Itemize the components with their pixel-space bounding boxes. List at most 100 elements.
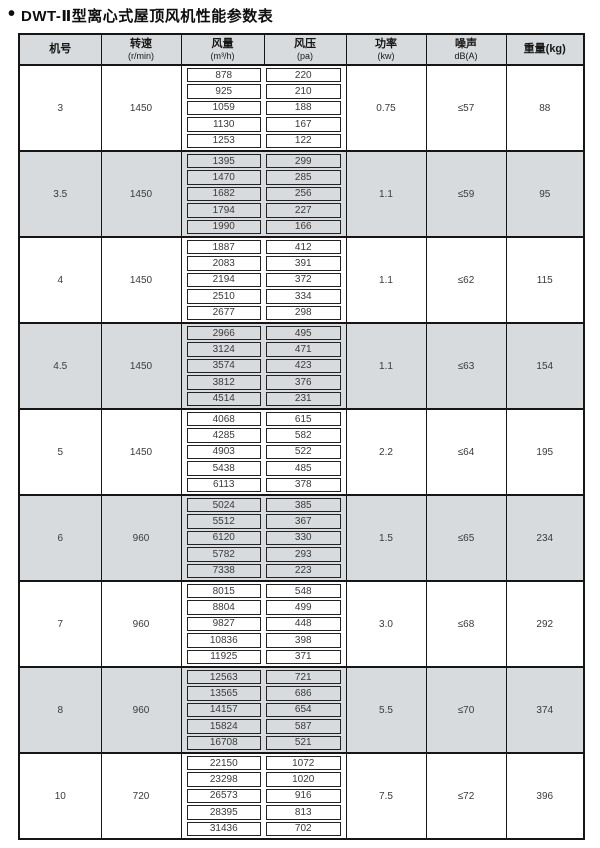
- table-title: • DWT-Ⅱ型离心式屋顶风机性能参数表: [8, 2, 600, 26]
- pressure-cell: 378: [266, 477, 341, 492]
- flow-pressure-subrow: 2966 495: [186, 326, 341, 341]
- flow-cell: 6113: [186, 477, 261, 492]
- flow-pressure-subrow: 1794 227: [186, 203, 341, 218]
- flow-pressure-subrow: 8804 499: [186, 600, 341, 615]
- flow-cell: 5782: [186, 547, 261, 562]
- flow-pressure-subrow: 2083 391: [186, 256, 341, 271]
- flow-pressure-subtable: 5024 385 5512 367 6120 330 5782 293 7338 223: [182, 496, 346, 580]
- col-header-power: 功率 (kw): [345, 33, 427, 66]
- flow-pressure-subrow: 7338 223: [186, 563, 341, 578]
- flow-cell: 4514: [186, 391, 261, 406]
- flow-pressure-region: 12563 721 13565 686 14157 654 15824 587 16708 521: [180, 666, 347, 754]
- flow-cell: 10836: [186, 633, 261, 648]
- flow-cell: 4068: [186, 412, 261, 427]
- weight-cell: 292: [505, 580, 585, 668]
- flow-pressure-subrow: 1059 188: [186, 100, 341, 116]
- flow-pressure-subtable: 1395 299 1470 285 1682 256 1794 227 1990 166: [182, 152, 346, 236]
- flow-cell: 5512: [186, 514, 261, 529]
- flow-pressure-subrow: 5438 485: [186, 461, 341, 476]
- flow-cell: 4285: [186, 428, 261, 443]
- pressure-cell: 587: [266, 719, 341, 734]
- weight-cell: 396: [505, 752, 585, 840]
- noise-cell: ≤70: [425, 666, 507, 754]
- noise-cell: ≤59: [425, 150, 507, 238]
- flow-pressure-subrow: 4903 522: [186, 444, 341, 460]
- weight-cell: 374: [505, 666, 585, 754]
- pressure-cell: 385: [266, 498, 341, 513]
- power-cell: 2.2: [345, 408, 427, 496]
- group-row-3.5: 3.5 1450 1395 299 1470 285 1682 256 1794 227 1990 1…: [18, 150, 585, 238]
- page-title: DWT-Ⅱ型离心式屋顶风机性能参数表: [21, 8, 274, 25]
- flow-pressure-subtable: 1887 412 2083 391 2194 372 2510 334 2677 298: [182, 238, 346, 322]
- model-cell: 3.5: [18, 150, 102, 238]
- pressure-cell: 1020: [266, 772, 341, 787]
- table-header: 机号 转速 (r/min) 风量 (m³/h) 风压 (pa) 功率 (kw) 噪声 dB…: [18, 33, 585, 66]
- pressure-cell: 548: [266, 584, 341, 599]
- flow-pressure-subrow: 10836 398: [186, 633, 341, 648]
- flow-pressure-subrow: 4285 582: [186, 428, 341, 443]
- weight-cell: 115: [505, 236, 585, 324]
- col-header-noise-unit: dB(A): [454, 50, 478, 61]
- flow-pressure-subrow: 3812 376: [186, 375, 341, 390]
- pressure-cell: 686: [266, 686, 341, 701]
- flow-cell: 2510: [186, 289, 261, 304]
- flow-pressure-subrow: 3124 471: [186, 342, 341, 357]
- flow-pressure-subrow: 16708 521: [186, 735, 341, 750]
- header-row: 机号 转速 (r/min) 风量 (m³/h) 风压 (pa) 功率 (kw) 噪声 dB…: [18, 33, 585, 66]
- pressure-cell: 582: [266, 428, 341, 443]
- flow-cell: 5438: [186, 461, 261, 476]
- flow-cell: 2083: [186, 256, 261, 271]
- flow-cell: 8015: [186, 584, 261, 599]
- flow-pressure-subtable: 12563 721 13565 686 14157 654 15824 587 16708 521: [182, 668, 346, 752]
- pressure-cell: 376: [266, 375, 341, 390]
- pressure-cell: 412: [266, 240, 341, 255]
- pressure-cell: 391: [266, 256, 341, 271]
- flow-cell: 1990: [186, 219, 261, 234]
- flow-pressure-subrow: 1682 256: [186, 186, 341, 202]
- group-row-4.5: 4.5 1450 2966 495 3124 471 3574 423 3812 376 4514 2…: [18, 322, 585, 410]
- speed-cell: 720: [100, 752, 182, 840]
- flow-cell: 31436: [186, 821, 261, 836]
- flow-pressure-subrow: 11925 371: [186, 649, 341, 664]
- flow-pressure-subrow: 1395 299: [186, 154, 341, 169]
- col-header-pressure-unit: (pa): [296, 50, 313, 61]
- pressure-cell: 813: [266, 805, 341, 820]
- model-cell: 3: [18, 64, 102, 152]
- power-cell: 0.75: [345, 64, 427, 152]
- flow-pressure-subrow: 1470 285: [186, 170, 341, 185]
- weight-cell: 195: [505, 408, 585, 496]
- weight-cell: 154: [505, 322, 585, 410]
- bullet-icon: •: [8, 2, 16, 25]
- flow-pressure-subrow: 26573 916: [186, 788, 341, 804]
- pressure-cell: 495: [266, 326, 341, 341]
- col-header-model-label: 机号: [49, 42, 72, 55]
- col-header-flow-unit: (m³/h): [210, 50, 235, 61]
- col-header-flow-label: 风量: [211, 37, 234, 50]
- noise-cell: ≤68: [425, 580, 507, 668]
- col-header-speed-unit: (r/min): [128, 50, 154, 61]
- flow-cell: 12563: [186, 670, 261, 685]
- speed-cell: 1450: [100, 236, 182, 324]
- flow-pressure-subrow: 925 210: [186, 84, 341, 99]
- pressure-cell: 285: [266, 170, 341, 185]
- flow-pressure-subrow: 5512 367: [186, 514, 341, 529]
- flow-pressure-region: 878 220 925 210 1059 188 1130 167 1253 122: [180, 64, 347, 152]
- flow-pressure-subtable: 4068 615 4285 582 4903 522 5438 485 6113 378: [182, 410, 346, 494]
- col-header-weight: 重量(kg): [505, 33, 585, 66]
- col-header-power-label: 功率: [375, 37, 397, 50]
- speed-cell: 960: [100, 580, 182, 668]
- flow-pressure-subrow: 22150 1072: [186, 756, 341, 771]
- flow-pressure-subrow: 9827 448: [186, 616, 341, 632]
- noise-cell: ≤63: [425, 322, 507, 410]
- weight-cell: 234: [505, 494, 585, 582]
- noise-cell: ≤65: [425, 494, 507, 582]
- group-row-5: 5 1450 4068 615 4285 582 4903 522 5438 485 6113 378…: [18, 408, 585, 496]
- pressure-cell: 654: [266, 702, 341, 718]
- speed-cell: 1450: [100, 322, 182, 410]
- pressure-cell: 188: [266, 100, 341, 116]
- model-cell: 7: [18, 580, 102, 668]
- pressure-cell: 521: [266, 735, 341, 750]
- flow-cell: 925: [186, 84, 261, 99]
- pressure-cell: 298: [266, 305, 341, 320]
- flow-cell: 3812: [186, 375, 261, 390]
